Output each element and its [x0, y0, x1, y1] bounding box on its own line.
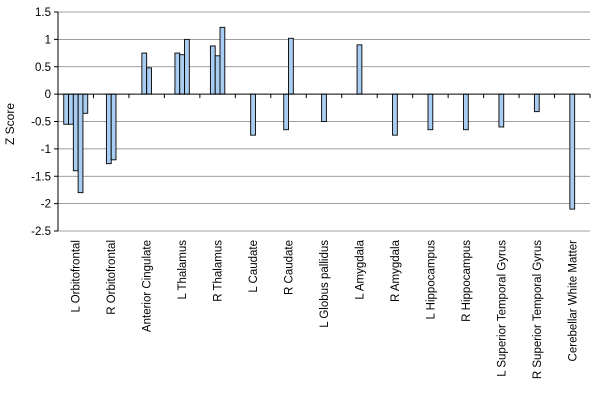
bar: [72, 93, 79, 172]
category-label: R Amygdala: [390, 239, 402, 302]
bar: [146, 67, 152, 95]
y-tick-label: 1: [45, 34, 51, 46]
axes: [54, 11, 591, 232]
y-tick-label: -1.5: [31, 171, 51, 183]
category-label: Cerebellar White Matter: [567, 240, 579, 362]
y-tick-label: 0.5: [35, 62, 51, 74]
category-label: L Thalamus: [177, 240, 189, 300]
category-label: Anterior Cingulate: [142, 240, 154, 332]
bar: [392, 93, 398, 136]
bar: [250, 93, 256, 136]
bar: [184, 38, 190, 95]
bar: [533, 93, 540, 113]
category-label: L Amygdala: [355, 239, 367, 299]
bar: [179, 54, 185, 95]
bar: [356, 44, 363, 95]
bar: [110, 93, 117, 161]
category-label: L Superior Temporal Gyrus: [496, 240, 508, 377]
category-label: L Globus pallidus: [319, 240, 331, 328]
y-tick-labels: 1.5 1 0.5 0 -0.5 -1 -1.5 -2 -2.5: [31, 7, 51, 238]
y-axis-title: Z Score: [3, 103, 17, 145]
category-label: R Thalamus: [213, 240, 225, 302]
y-tick-label: -2: [41, 199, 51, 211]
bar: [463, 93, 469, 131]
bars: [63, 26, 576, 210]
bar: [569, 93, 576, 210]
category-label: L Hippocampus: [425, 240, 437, 320]
bar: [209, 45, 216, 95]
bar: [321, 93, 327, 122]
category-label: R Hippocampus: [461, 240, 473, 322]
category-label: L Orbitofrontal: [71, 240, 83, 312]
y-tick-label: -1: [41, 144, 51, 156]
category-label: R Caudate: [284, 240, 296, 295]
bar: [283, 93, 289, 131]
bar: [214, 55, 221, 95]
bar: [105, 93, 112, 165]
bar: [63, 93, 69, 125]
y-tick-label: 1.5: [35, 7, 51, 19]
category-label: R Superior Temporal Gyrus: [532, 240, 544, 379]
bar: [68, 93, 74, 125]
bar: [174, 52, 181, 95]
category-label: R Orbitofrontal: [106, 240, 118, 315]
category-labels: L Orbitofrontal R Orbitofrontal Anterior C…: [71, 239, 580, 379]
bar: [288, 37, 294, 95]
bar: [82, 93, 89, 114]
y-tick-label: 0: [45, 89, 51, 101]
category-label: L Caudate: [248, 240, 260, 293]
y-tick-label: -2.5: [31, 226, 51, 238]
bar: [141, 52, 148, 95]
bar: [498, 93, 505, 128]
y-tick-label: -0.5: [31, 117, 51, 129]
bar: [427, 93, 434, 131]
bar: [77, 93, 84, 194]
bar: [219, 26, 226, 95]
